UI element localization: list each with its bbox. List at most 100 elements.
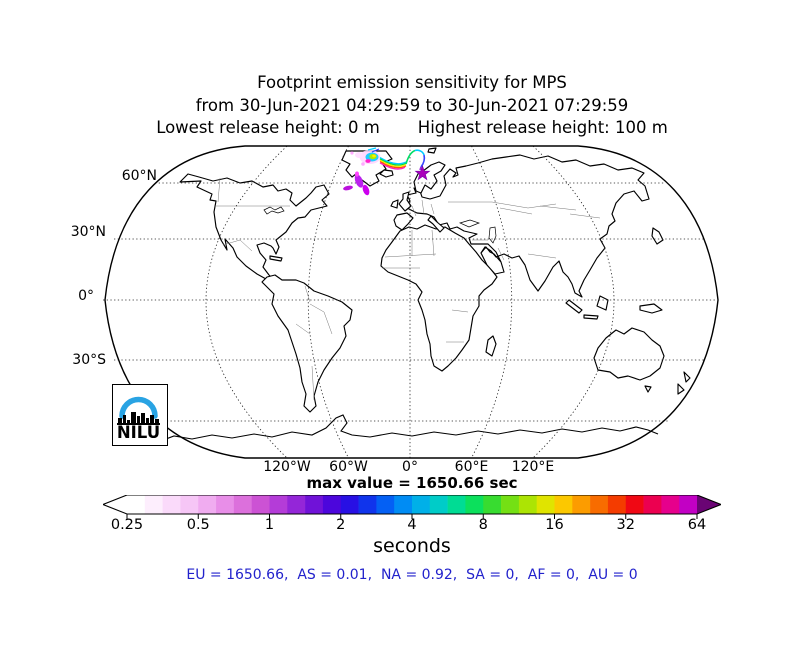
colorbar-cell <box>162 495 181 514</box>
colorbar-cell <box>127 495 146 514</box>
peninsula-italy <box>427 215 445 233</box>
colorbar-cell <box>572 495 591 514</box>
colorbar-cell <box>358 495 377 514</box>
colorbar-cell <box>412 495 431 514</box>
colorbar-tick-label: 8 <box>478 517 488 533</box>
lat-label: 30°S <box>72 352 106 368</box>
country-borders <box>214 177 601 401</box>
colorbar-cell <box>216 495 235 514</box>
colorbar-cell <box>322 495 342 514</box>
colorbar-cell <box>269 495 288 514</box>
lon-label: 60°W <box>329 459 368 475</box>
colorbar-cell <box>607 495 627 514</box>
colorbar-tick-label: 16 <box>545 517 564 533</box>
lat-label: 60°N <box>121 168 157 184</box>
release-star <box>414 165 431 181</box>
max-value-label: max value = 1650.66 sec <box>306 474 518 492</box>
caspian-sea <box>488 226 497 244</box>
figure-title: Footprint emission sensitivity for MPS <box>257 73 567 92</box>
continent-antarctica <box>157 414 659 443</box>
colorbar-cell <box>465 495 484 514</box>
colorbar-tick-marks <box>126 514 698 519</box>
black-sea <box>458 219 481 228</box>
colorbar-cell <box>305 495 324 514</box>
colorbar-tick-label: 32 <box>616 517 635 533</box>
colorbar-cell <box>198 495 217 514</box>
island-sumatra <box>565 299 583 314</box>
colorbar-cell <box>376 495 395 514</box>
colorbar-cell <box>483 495 502 514</box>
lakes <box>263 206 497 244</box>
island-great-britain <box>398 191 412 212</box>
colorbar-cell <box>429 495 448 514</box>
continent-africa <box>380 224 498 372</box>
colorbar-cell <box>180 495 199 514</box>
island-tasmania <box>644 385 652 393</box>
island-new-guinea <box>639 303 663 314</box>
island-madagascar <box>485 335 497 357</box>
colorbar-over-arrow <box>697 495 721 514</box>
world-map <box>100 144 720 462</box>
island-iceland <box>379 169 394 178</box>
world-map-svg <box>103 145 719 459</box>
colorbar-under-arrow <box>103 495 127 514</box>
nilu-logo: NILU <box>112 384 168 446</box>
gridline-lon-120w <box>205 145 288 459</box>
colorbar <box>103 495 721 519</box>
logo-skyline <box>117 412 160 425</box>
lon-label: 0° <box>402 459 418 475</box>
figure-titles: Footprint emission sensitivity for MPS f… <box>24 72 800 140</box>
lat-label: 30°N <box>70 224 106 240</box>
islands-caribbean <box>269 255 283 262</box>
gridline-lon-60w <box>307 145 349 459</box>
emission-plume <box>343 147 426 196</box>
colorbar-cell <box>340 495 359 514</box>
colorbar-cell <box>501 495 520 514</box>
great-lakes <box>263 206 285 215</box>
colorbar-cell <box>554 495 573 514</box>
colorbar-cell <box>287 495 306 514</box>
lon-label: 60°E <box>454 459 489 475</box>
lon-label: 120°W <box>263 459 311 475</box>
region-totals-line: EU = 1650.66, AS = 0.01, NA = 0.92, SA =… <box>186 567 638 583</box>
continent-south-america <box>261 274 353 413</box>
colorbar-cells <box>127 495 698 514</box>
island-borneo <box>596 295 609 311</box>
colorbar-cell <box>679 495 698 514</box>
nilu-logo-svg: NILU <box>117 396 160 442</box>
lowest-release-height: Lowest release height: 0 m <box>156 118 380 137</box>
islands-japan <box>651 227 664 245</box>
colorbar-tick-label: 4 <box>407 517 417 533</box>
colorbar-cell <box>643 495 662 514</box>
gridline-lon-60e <box>471 145 513 459</box>
figure-subtitle-timerange: from 30-Jun-2021 04:29:59 to 30-Jun-2021… <box>195 95 629 115</box>
continent-eurasia <box>404 154 650 298</box>
island-svalbard <box>427 147 437 154</box>
colorbar-cell <box>518 495 537 514</box>
graticule <box>103 145 717 459</box>
colorbar-cell <box>447 495 466 514</box>
colorbar-cell <box>251 495 270 514</box>
colorbar-cell <box>233 495 252 514</box>
lat-label: 0° <box>78 288 94 304</box>
colorbar-tick-label: 1 <box>264 517 275 533</box>
colorbar-tick-label: 0.25 <box>110 517 144 533</box>
map-outline <box>104 145 719 459</box>
colorbar-cell <box>661 495 680 514</box>
colorbar-tick-label: 0.5 <box>186 517 210 533</box>
logo-text: NILU <box>117 423 160 442</box>
release-height-line: Lowest release height: 0 m Highest relea… <box>24 117 800 140</box>
continents <box>179 147 691 413</box>
colorbar-cell <box>144 495 163 514</box>
peninsula-iberia <box>393 212 414 231</box>
islands-new-zealand <box>677 371 691 395</box>
logo-arc <box>119 396 158 419</box>
colorbar-cell <box>536 495 555 514</box>
island-ireland <box>390 199 399 209</box>
continent-australia <box>593 327 665 381</box>
gridline-lon-120e <box>532 145 615 459</box>
colorbar-unit-label: seconds <box>373 535 451 557</box>
colorbar-cell <box>590 495 609 514</box>
island-java <box>583 314 599 320</box>
